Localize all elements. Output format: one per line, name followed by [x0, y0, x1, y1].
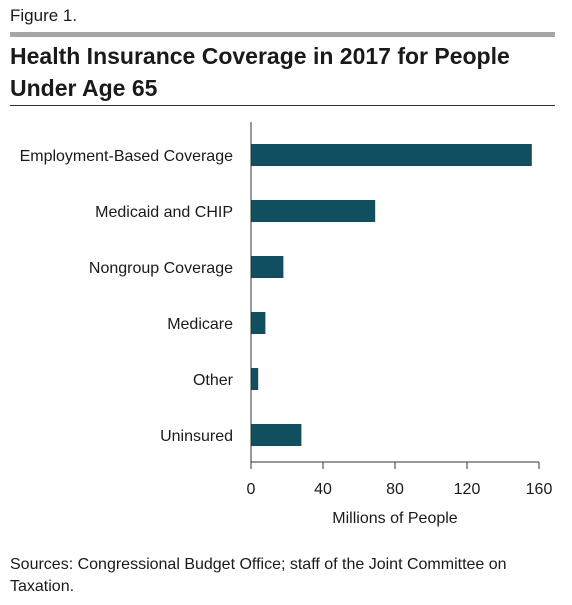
bar — [251, 200, 376, 222]
sources-note: Sources: Congressional Budget Office; st… — [10, 556, 507, 595]
category-label: Employment-Based Coverage — [20, 148, 234, 165]
x-ticks: 0 40 80 120 160 — [247, 462, 553, 498]
category-label: Medicaid and CHIP — [95, 204, 233, 221]
category-label: Nongroup Coverage — [89, 260, 233, 277]
x-tick-label: 80 — [386, 481, 404, 498]
bar-chart: Employment-Based Coverage Medicaid and CH… — [20, 122, 553, 527]
bar — [251, 256, 284, 278]
title-rule — [10, 105, 555, 106]
bar — [251, 144, 532, 166]
bars-group — [251, 144, 532, 446]
bar — [251, 424, 302, 446]
category-label: Other — [193, 372, 234, 389]
x-tick-label: 0 — [247, 481, 256, 498]
x-tick-label: 120 — [454, 481, 481, 498]
chart-title: Health Insurance Coverage in 2017 for Pe… — [10, 43, 510, 101]
top-rule — [10, 32, 555, 37]
x-tick-label: 40 — [314, 481, 332, 498]
figure-label: Figure 1. — [10, 6, 78, 25]
category-labels: Employment-Based Coverage Medicaid and CH… — [20, 148, 234, 445]
x-axis-label: Millions of People — [332, 510, 458, 527]
category-label: Medicare — [167, 316, 233, 333]
x-tick-label: 160 — [526, 481, 553, 498]
bar — [251, 312, 266, 334]
bar — [251, 368, 259, 390]
category-label: Uninsured — [160, 428, 233, 445]
